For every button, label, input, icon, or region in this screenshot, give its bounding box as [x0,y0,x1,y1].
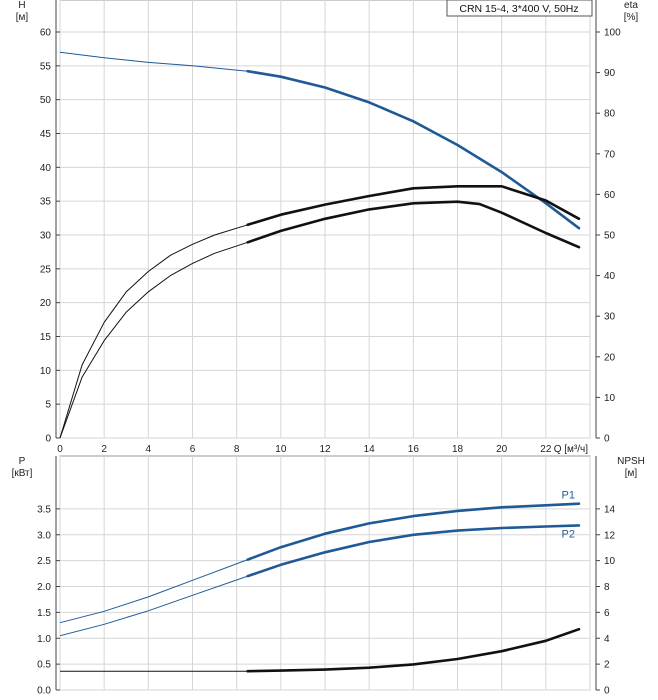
y-tick-label: 10 [40,366,52,377]
right-tick-label: 14 [604,504,616,515]
series-line-thin-1-0 [59,559,248,624]
x-axis-title: Q [м³/ч] [554,444,589,455]
y-axis-title: P [19,456,26,467]
series-line-1-2 [246,627,581,673]
y-tick-label: 45 [40,129,52,140]
chart-title: CRN 15-4, 3*400 V, 50Hz [459,3,578,15]
y-tick-label: 55 [40,61,52,72]
y-tick-label: 0 [45,434,51,445]
series-line-thin-0-1 [59,241,248,439]
title-box [446,0,593,17]
x-tick-label: 10 [275,444,287,455]
y-tick-label: 2.0 [37,582,51,593]
y-tick-label: 1.5 [37,608,51,619]
y-tick-label: 5 [45,400,51,411]
right-axis-title: NPSH [617,456,645,467]
right-tick-label: 6 [604,608,610,619]
right-axis-unit: [%] [624,12,639,23]
x-tick-label: 20 [496,444,508,455]
y-tick-label: 3.0 [37,530,51,541]
y-tick-label: 50 [40,95,52,106]
y-tick-label: 3.5 [37,504,51,515]
right-tick-label: 70 [604,149,616,160]
right-tick-label: 40 [604,271,616,282]
x-tick-label: 18 [452,444,464,455]
series-line-thin-1-1 [59,575,248,637]
right-tick-label: 80 [604,109,616,120]
right-tick-label: 10 [604,393,616,404]
right-axis-unit: [м] [625,468,638,479]
series-label-P1: P1 [561,490,574,502]
series-line-thin-0-0 [59,51,248,72]
right-tick-label: 50 [604,231,616,242]
x-tick-label: 12 [319,444,331,455]
x-tick-label: 0 [57,444,63,455]
right-tick-label: 60 [604,190,616,201]
right-axis-title: eta [624,0,638,11]
y-tick-label: 20 [40,298,52,309]
y-tick-label: 30 [40,231,52,242]
series-line-1-1 [246,524,581,578]
series-line-0-1 [246,200,581,249]
y-tick-label: 0.0 [37,686,51,697]
x-tick-label: 22 [540,444,552,455]
series-line-thin-0-2 [59,224,248,439]
y-axis-unit: [кВт] [12,468,33,479]
x-tick-label: 2 [101,444,107,455]
right-tick-label: 12 [604,530,616,541]
x-tick-label: 14 [364,444,376,455]
x-tick-label: 4 [146,444,152,455]
y-tick-label: 35 [40,197,52,208]
y-tick-label: 0.5 [37,660,51,671]
x-tick-label: 6 [190,444,196,455]
y-tick-label: 40 [40,163,52,174]
series-line-1-0 [246,502,581,561]
right-tick-label: 20 [604,352,616,363]
y-tick-label: 15 [40,332,52,343]
right-tick-label: 30 [604,312,616,323]
y-axis-unit: [м] [16,12,29,23]
right-tick-label: 10 [604,556,616,567]
x-tick-label: 8 [234,444,240,455]
y-tick-label: 2.5 [37,556,51,567]
right-tick-label: 8 [604,582,610,593]
y-tick-label: 60 [40,28,52,39]
series-line-0-0 [246,69,581,230]
right-tick-label: 90 [604,68,616,79]
right-tick-label: 0 [604,686,610,697]
x-tick-label: 16 [408,444,420,455]
right-tick-label: 4 [604,634,610,645]
y-tick-label: 25 [40,264,52,275]
y-axis-title: H [18,0,25,11]
right-tick-label: 100 [604,28,621,39]
series-label-P2: P2 [561,528,574,540]
right-tick-label: 2 [604,660,610,671]
y-tick-label: 1.0 [37,634,51,645]
series-line-0-2 [246,185,581,227]
right-tick-label: 0 [604,434,610,445]
